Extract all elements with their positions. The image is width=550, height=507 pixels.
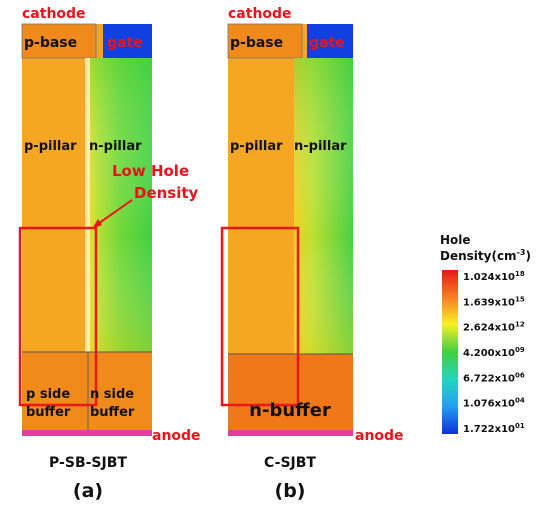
colorbar-title: Density(cm-3) <box>440 248 531 263</box>
annotation: Density <box>134 184 199 202</box>
device-name: P-SB-SJBT <box>49 455 127 471</box>
colorbar-label: 6.722x1006 <box>463 371 525 384</box>
colorbar-scale <box>442 270 458 434</box>
highlight-box <box>220 226 300 407</box>
colorbar-title: Hole <box>440 233 471 247</box>
anode-label: anode <box>152 428 201 444</box>
arrow-head <box>92 219 102 229</box>
buffer-label: buffer <box>26 405 71 420</box>
label-base: 1.639x10 <box>463 297 515 308</box>
buffer-label: buffer <box>90 405 135 420</box>
panel-b: cathode p-base gate p-pillar n-pillar n-… <box>220 6 404 502</box>
p-base-label: p-base <box>24 35 77 51</box>
p-base-region <box>227 23 303 59</box>
label-exp: 09 <box>515 346 525 354</box>
p-pillar-label: p-pillar <box>24 139 77 154</box>
buffer-label: n-buffer <box>249 400 331 421</box>
panel-label: (b) <box>275 480 306 502</box>
arrow <box>94 199 133 227</box>
label-exp: 12 <box>515 321 525 329</box>
label-exp: 01 <box>515 422 525 430</box>
label-exp: 04 <box>515 397 525 405</box>
anode-label: anode <box>355 428 404 444</box>
label-base: 1.722x10 <box>463 424 515 435</box>
label-exp: 15 <box>515 295 525 303</box>
colorbar-label: 1.639x1015 <box>463 295 525 308</box>
n-pillar-shade <box>294 58 353 354</box>
annotation: Low Hole <box>112 162 189 180</box>
p-pillar-label: p-pillar <box>230 139 283 154</box>
buffer-label: p side <box>26 387 70 402</box>
n-pillar-label: n-pillar <box>294 139 347 154</box>
colorbar-label: 1.722x1001 <box>463 422 525 435</box>
highlight-box <box>18 226 98 407</box>
colorbar-label: 1.076x1004 <box>463 397 525 410</box>
panel-label: (a) <box>73 480 103 502</box>
gate-label: gate <box>309 35 345 51</box>
colorbar: Hole Density(cm-3) 1.024x1018 1.639x1015 2… <box>440 233 531 435</box>
colorbar-label: 2.624x1012 <box>463 321 525 334</box>
label-base: 6.722x10 <box>463 373 515 384</box>
junction <box>85 58 90 352</box>
p-base-region <box>21 23 97 59</box>
colorbar-label: 4.200x1009 <box>463 346 525 359</box>
gate-region <box>103 24 152 58</box>
gate-label: gate <box>107 35 143 51</box>
buffer-region <box>22 352 152 430</box>
title-text: Density(cm <box>440 249 517 263</box>
cathode-label: cathode <box>22 6 86 22</box>
label-base: 1.024x10 <box>463 272 515 283</box>
title-text: ) <box>525 249 530 263</box>
label-base: 2.624x10 <box>463 323 515 334</box>
device-name: C-SJBT <box>264 455 316 471</box>
title-exp: -3 <box>517 248 526 257</box>
label-base: 1.076x10 <box>463 399 515 410</box>
cathode-label: cathode <box>228 6 292 22</box>
p-base-label: p-base <box>230 35 283 51</box>
anode-contact <box>228 430 353 436</box>
label-base: 4.200x10 <box>463 348 515 359</box>
colorbar-label: 1.024x1018 <box>463 270 525 283</box>
gate-region <box>307 24 353 58</box>
label-exp: 18 <box>515 270 525 278</box>
panel-a: cathode p-base gate p-pillar n-pillar Lo… <box>18 6 201 502</box>
label-exp: 06 <box>515 371 525 379</box>
n-pillar-shade <box>88 58 152 352</box>
n-pillar-label: n-pillar <box>89 139 142 154</box>
buffer-region <box>228 354 353 430</box>
buffer-label: n side <box>90 387 134 402</box>
anode-contact <box>22 430 152 436</box>
